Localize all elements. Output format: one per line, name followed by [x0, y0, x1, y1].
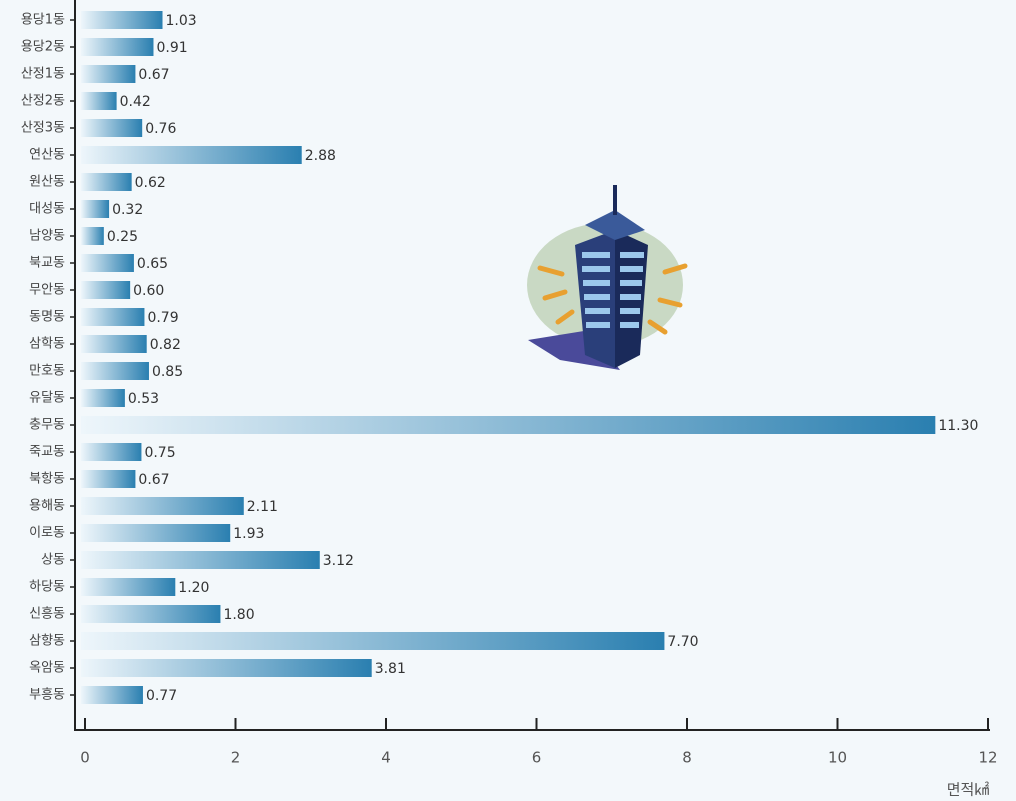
bar: [81, 470, 136, 488]
bar: [81, 38, 154, 56]
bar: [81, 254, 134, 272]
y-tick-label: 부흥동: [29, 688, 65, 703]
x-axis-label: 면적㎢: [947, 781, 990, 799]
value-label: 0.82: [150, 337, 181, 353]
value-label: 0.76: [145, 121, 176, 137]
bar: [81, 389, 125, 407]
bar: [81, 308, 145, 326]
value-label: 3.81: [375, 661, 406, 677]
bar: [81, 551, 320, 569]
value-label: 2.88: [305, 148, 336, 164]
y-tick-label: 무안동: [29, 283, 65, 298]
y-tick-label: 삼학동: [29, 337, 65, 352]
value-label: 1.93: [233, 526, 264, 542]
value-label: 0.25: [107, 229, 138, 245]
value-label: 0.85: [152, 364, 183, 380]
bar: [81, 227, 104, 245]
bar: [81, 659, 372, 677]
y-tick-label: 연산동: [29, 148, 65, 163]
building-illustration: [527, 185, 688, 370]
y-tick-label: 만호동: [29, 364, 65, 379]
value-label: 0.32: [112, 202, 143, 218]
y-tick-label: 죽교동: [29, 445, 65, 460]
value-label: 11.30: [938, 418, 978, 434]
y-tick-label: 옥암동: [29, 661, 65, 676]
x-tick-label: 0: [80, 749, 90, 767]
bar: [81, 524, 231, 542]
y-tick-label: 원산동: [29, 175, 65, 190]
bar: [81, 65, 136, 83]
y-tick-label: 남양동: [29, 229, 65, 244]
y-tick-label: 하당동: [29, 580, 65, 595]
y-tick-label: 산정3동: [21, 121, 65, 136]
bar: [81, 146, 302, 164]
bar: [81, 173, 132, 191]
x-tick-label: 2: [231, 749, 241, 767]
bar: [81, 443, 142, 461]
x-tick-label: 8: [682, 749, 692, 767]
x-tick-label: 12: [978, 749, 997, 767]
y-tick-label: 상동: [41, 553, 65, 568]
y-tick-label: 대성동: [29, 202, 65, 217]
y-tick-label: 동명동: [29, 310, 65, 325]
bar: [81, 416, 936, 434]
y-tick-label: 용해동: [29, 499, 65, 514]
value-label: 0.75: [144, 445, 175, 461]
value-label: 0.53: [128, 391, 159, 407]
y-tick-label: 산정1동: [21, 67, 65, 82]
y-tick-label: 용당1동: [21, 13, 65, 28]
y-tick-label: 삼향동: [29, 634, 65, 649]
bar: [81, 11, 163, 29]
x-tick-label: 4: [381, 749, 391, 767]
bar: [81, 362, 149, 380]
x-tick-label: 10: [828, 749, 847, 767]
value-label: 0.77: [146, 688, 177, 704]
bar: [81, 578, 176, 596]
value-label: 1.03: [166, 13, 197, 29]
value-label: 1.80: [223, 607, 254, 623]
bar: [81, 92, 117, 110]
value-label: 0.62: [135, 175, 166, 191]
y-tick-label: 유달동: [29, 391, 65, 406]
value-label: 0.67: [138, 472, 169, 488]
bar: [81, 335, 147, 353]
bar: [81, 119, 143, 137]
value-label: 0.65: [137, 256, 168, 272]
y-tick-label: 이로동: [29, 526, 65, 541]
bar: [81, 497, 244, 515]
bar: [81, 605, 221, 623]
bar: [81, 686, 143, 704]
bar: [81, 200, 110, 218]
value-label: 3.12: [323, 553, 354, 569]
value-label: 0.67: [138, 67, 169, 83]
value-label: 0.42: [120, 94, 151, 110]
bar: [81, 281, 131, 299]
value-label: 1.20: [178, 580, 209, 596]
bar: [81, 632, 665, 650]
value-label: 0.79: [147, 310, 178, 326]
value-label: 0.60: [133, 283, 164, 299]
y-tick-label: 산정2동: [21, 94, 65, 109]
y-tick-label: 충무동: [29, 418, 65, 433]
y-tick-label: 북항동: [29, 472, 65, 487]
value-label: 0.91: [156, 40, 187, 56]
y-tick-label: 북교동: [29, 256, 65, 271]
y-tick-label: 용당2동: [21, 40, 65, 55]
x-tick-label: 6: [532, 749, 542, 767]
value-label: 2.11: [247, 499, 278, 515]
y-tick-label: 신흥동: [29, 607, 65, 622]
value-label: 7.70: [667, 634, 698, 650]
